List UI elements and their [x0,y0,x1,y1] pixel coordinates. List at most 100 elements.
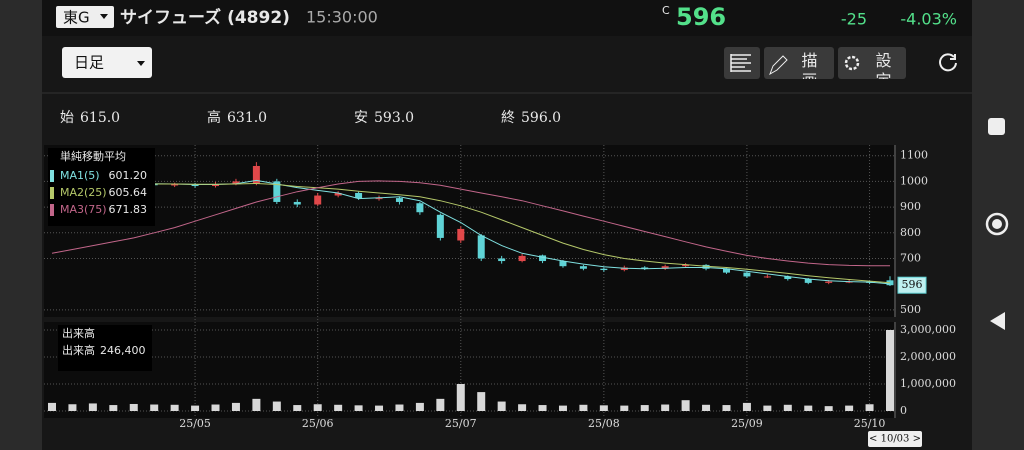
last-price: 596 [902,278,923,291]
candle-body [682,264,690,267]
y-tick-label: 2,000,000 [900,350,956,363]
nav-recent[interactable] [988,118,1005,135]
y-tick-label: 1100 [900,149,928,162]
y-tick-label: 700 [900,251,921,264]
volume-bar [334,404,343,411]
candle-body [416,203,424,213]
candle-body [579,266,587,269]
candle-body [334,192,342,196]
refresh[interactable] [939,53,957,72]
y-tick-label: 500 [900,303,921,316]
volume-bar [170,404,179,411]
volume-bar [620,405,629,411]
legend-title: 出来高 [62,326,95,340]
volume-bar [497,401,506,411]
volume-bar [661,404,670,411]
candle-body [232,181,240,184]
x-tick-label: 25/06 [302,417,334,430]
volume-bar [252,398,261,411]
x-tick-label: 25/10 [854,417,886,430]
volume-bar [599,405,608,411]
x-tick-label: 25/05 [179,417,211,430]
legend-name: MA2(25) [60,186,107,199]
candle-body [600,268,608,271]
volume-bar [150,404,159,411]
volume-bar [129,403,138,411]
legend-box [48,148,155,226]
y-tick-label: 3,000,000 [900,323,956,336]
change-pct: -4.03% [900,10,957,29]
header-bar [42,0,972,36]
price-plot [44,145,896,317]
candle-body [661,266,669,269]
volume-bar [395,404,404,411]
legend-name: 出来高 [62,343,95,357]
volume-bar [558,405,567,411]
ma-line [52,182,891,284]
volume-bar [579,404,588,411]
legend-name: MA1(5) [60,169,100,182]
candle-body [743,272,751,277]
volume-bar [354,405,363,411]
volume-bar [313,404,322,411]
x-tick-label: 25/08 [588,417,620,430]
ohlc-value: 615.0 [80,110,120,126]
volume-bar [518,404,527,411]
nav-back[interactable] [990,312,1005,330]
legend-value: 605.64 [109,186,148,199]
volume-bar [783,404,792,411]
legend-box [58,325,152,371]
candle-body [273,181,281,202]
draw-label: 描画 [799,52,818,92]
candle-body [457,228,465,241]
ohlc-value: 593.0 [374,110,414,126]
caret [137,61,145,66]
volume-bar [886,330,894,411]
volume-bar [293,405,302,411]
x-tick-label: 25/07 [445,417,477,430]
candle-body [436,214,444,238]
y-tick-label: 0 [900,404,907,417]
period-select[interactable] [62,47,152,78]
draw-button[interactable] [764,47,834,79]
ohlc-label: 始 [60,110,74,126]
ohlc-label: 高 [207,109,221,126]
volume-bar [824,406,833,411]
cursor-label: < 10/03 > [869,434,921,445]
volume-bar [211,404,220,411]
nav-home[interactable] [985,212,1009,236]
volume-bar [272,401,281,411]
candle-body [191,184,199,187]
stock-name: サイフューズ (4892) [120,7,290,28]
volume-bar [681,400,690,411]
volume-bar [375,405,384,411]
legend-swatch [50,187,54,199]
y-tick-label: 1000 [900,174,928,187]
candle-body [784,276,792,280]
volume-bar [456,384,465,411]
candle-body [763,276,771,278]
volume-bar [477,392,486,411]
volume-bar [640,405,649,411]
legend-value: 671.83 [109,203,148,216]
candle-body [498,258,506,262]
settings-button[interactable] [838,47,906,79]
candle-body [539,255,547,262]
candle-body [314,195,322,205]
market: 東G [63,9,90,27]
legend-value: 246,400 [100,344,146,357]
price: 596 [676,3,726,31]
volume-bar [804,405,813,411]
x-tick-label: 25/09 [731,417,763,430]
volume-bar [865,404,874,411]
legend-swatch [50,170,54,182]
volume-bar [722,405,731,411]
volume-bar [109,405,118,411]
y-tick-label: 800 [900,226,921,239]
market-select[interactable] [56,6,114,28]
candle-body [722,268,730,273]
caret [100,14,108,19]
legend-value: 601.20 [109,169,148,182]
